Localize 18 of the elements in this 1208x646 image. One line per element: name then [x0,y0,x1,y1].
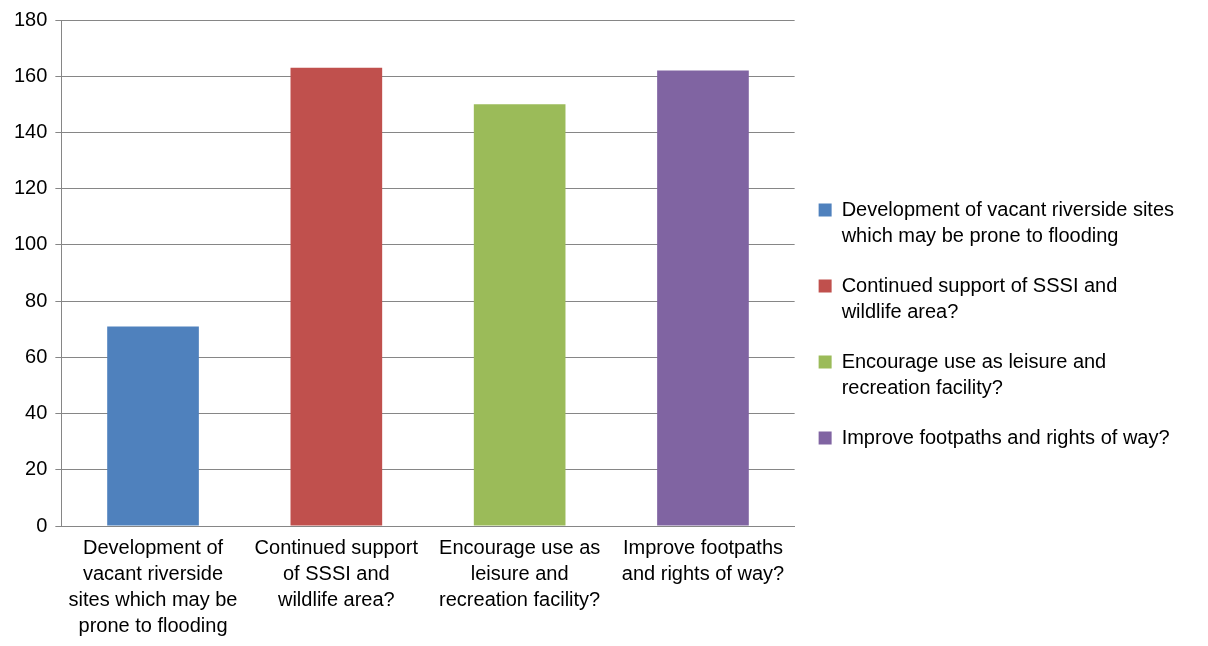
y-tick-label: 120 [13,176,48,199]
y-tick-label: 20 [25,457,48,480]
x-tick-label: Development of vacant riverside sites which may be prone to flooding [68,535,238,636]
y-tick-label: 40 [25,401,48,424]
legend-label: Development of vacant riverside sites which may be prone to flooding [840,197,1174,246]
y-tick-label: 60 [25,344,48,367]
y-tick-label: 160 [13,63,48,86]
x-tick-label: Encourage use as leisure and recreation facility? [439,535,601,610]
legend-label: Continued support of SSSI and wildlife area? [840,273,1118,322]
y-tick-label: 140 [13,119,48,142]
x-tick-label: Improve footpaths and rights of way? [621,535,785,584]
legend-label: Encourage use as leisure and recreation facility? [841,349,1107,398]
legend-label: Improve footpaths and rights of way? [841,425,1170,448]
x-tick-label: Continued support of SSSI and wildlife area? [254,535,419,610]
y-tick-label: 0 [36,513,48,536]
y-tick-label: 180 [13,7,48,30]
y-tick-label: 100 [13,232,48,255]
y-tick-label: 80 [25,288,48,311]
